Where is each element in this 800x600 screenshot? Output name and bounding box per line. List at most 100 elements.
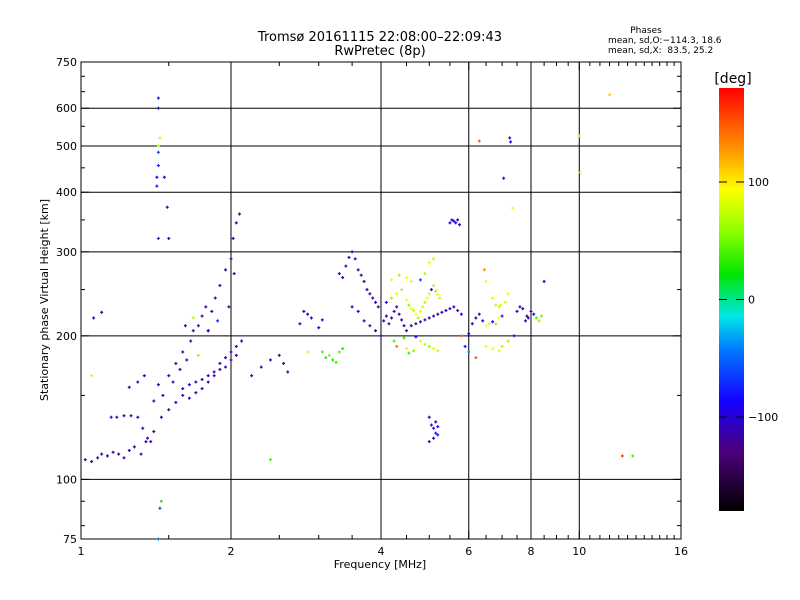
data-point bbox=[404, 298, 408, 302]
data-point bbox=[259, 365, 263, 369]
chart-title-line2: RwPretec (8p) bbox=[334, 44, 425, 59]
data-point bbox=[620, 454, 624, 458]
y-axis-label: Stationary phase Virtual Height [km] bbox=[38, 199, 51, 401]
x-tick-label: 10 bbox=[572, 545, 586, 558]
data-point bbox=[423, 318, 427, 322]
data-point bbox=[407, 303, 411, 307]
y-tick-label: 600 bbox=[56, 102, 77, 115]
data-point bbox=[210, 309, 214, 313]
data-point bbox=[384, 314, 388, 318]
data-point bbox=[518, 305, 522, 309]
data-point bbox=[204, 305, 208, 309]
data-point bbox=[156, 144, 160, 148]
data-point bbox=[578, 170, 582, 174]
data-point bbox=[497, 349, 501, 353]
data-point bbox=[146, 436, 150, 440]
data-point bbox=[427, 316, 431, 320]
colorbar-ticks: 100 0 −100 bbox=[719, 176, 778, 424]
data-point bbox=[139, 452, 143, 456]
data-point bbox=[144, 440, 148, 444]
data-point bbox=[185, 358, 189, 362]
data-point bbox=[227, 305, 231, 309]
data-point bbox=[156, 96, 160, 100]
data-point bbox=[508, 136, 512, 140]
data-point bbox=[200, 314, 204, 318]
data-point bbox=[497, 305, 501, 309]
data-point bbox=[458, 223, 462, 227]
data-point bbox=[477, 139, 481, 143]
data-point bbox=[423, 272, 427, 276]
data-point bbox=[234, 221, 238, 225]
colorbar-tick-label: −100 bbox=[748, 411, 778, 424]
data-point bbox=[158, 506, 162, 510]
data-point bbox=[92, 316, 96, 320]
data-point bbox=[379, 334, 383, 338]
data-point bbox=[432, 283, 436, 287]
data-point bbox=[511, 206, 515, 210]
data-point bbox=[436, 425, 440, 429]
stats-line-o: mean, sd,O:−114.3, 18.6 bbox=[608, 36, 722, 46]
data-point bbox=[206, 374, 210, 378]
data-point bbox=[474, 356, 478, 360]
data-point bbox=[212, 370, 216, 374]
data-point bbox=[136, 415, 140, 419]
data-point bbox=[371, 296, 375, 300]
data-point bbox=[436, 349, 440, 353]
data-point bbox=[402, 324, 406, 328]
data-point bbox=[350, 250, 354, 254]
data-point bbox=[109, 415, 113, 419]
data-point bbox=[237, 212, 241, 216]
data-point bbox=[158, 136, 162, 140]
data-point bbox=[152, 399, 156, 403]
data-point bbox=[448, 307, 452, 311]
data-point bbox=[374, 329, 378, 333]
data-point bbox=[96, 456, 100, 460]
chart-title-line1: Tromsø 20161115 22:08:00–22:09:43 bbox=[257, 30, 502, 45]
data-point bbox=[362, 279, 366, 283]
data-point bbox=[412, 308, 416, 312]
data-point bbox=[390, 296, 394, 300]
data-point bbox=[494, 322, 498, 326]
data-point bbox=[525, 314, 529, 318]
data-point bbox=[152, 430, 156, 434]
data-point bbox=[156, 150, 160, 154]
data-point bbox=[161, 393, 165, 397]
data-point bbox=[229, 350, 233, 354]
colorbar-tick-label: 0 bbox=[748, 294, 755, 307]
data-point bbox=[206, 329, 210, 333]
data-point bbox=[491, 296, 495, 300]
data-point bbox=[306, 312, 310, 316]
data-point bbox=[524, 319, 528, 323]
data-point bbox=[309, 316, 313, 320]
data-point bbox=[100, 452, 104, 456]
data-point bbox=[434, 420, 438, 424]
data-point bbox=[129, 414, 133, 418]
data-point bbox=[503, 300, 507, 304]
data-point bbox=[156, 383, 160, 387]
data-point bbox=[216, 319, 220, 323]
data-point bbox=[452, 305, 456, 309]
stats-line-x: mean, sd,X: 83.5, 25.2 bbox=[608, 46, 713, 56]
data-point bbox=[155, 175, 159, 179]
data-point bbox=[414, 322, 418, 326]
data-point bbox=[418, 309, 422, 313]
data-point bbox=[477, 312, 481, 316]
data-point bbox=[438, 296, 442, 300]
data-point bbox=[407, 351, 411, 355]
data-point bbox=[404, 347, 408, 351]
data-points bbox=[83, 93, 635, 541]
data-point bbox=[90, 460, 94, 464]
data-point bbox=[206, 380, 210, 384]
data-point bbox=[213, 296, 217, 300]
data-point bbox=[282, 361, 286, 365]
data-point bbox=[320, 318, 324, 322]
data-point bbox=[268, 358, 272, 362]
data-point bbox=[463, 344, 467, 348]
data-point bbox=[400, 288, 404, 292]
data-point bbox=[459, 312, 463, 316]
data-point bbox=[344, 264, 348, 268]
plot-area: 1 2 4 6 8 10 16 75 100 200 300 400 500 600 750 bbox=[56, 56, 688, 558]
data-point bbox=[481, 319, 485, 323]
data-point bbox=[404, 276, 408, 280]
